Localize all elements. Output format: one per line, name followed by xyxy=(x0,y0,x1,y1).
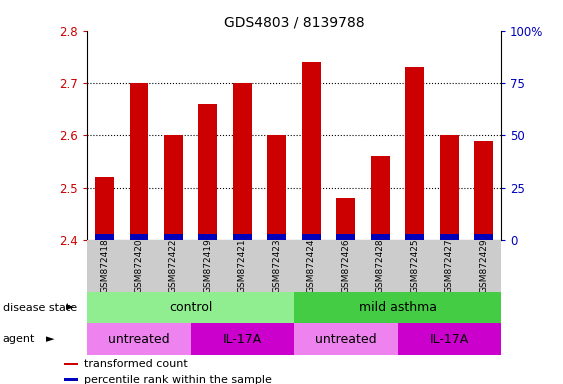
Text: GSM872421: GSM872421 xyxy=(238,238,247,293)
Text: GSM872427: GSM872427 xyxy=(445,238,454,293)
Bar xyxy=(467,240,501,292)
Bar xyxy=(199,234,217,240)
Text: GSM872419: GSM872419 xyxy=(203,238,212,293)
Bar xyxy=(87,292,294,323)
Text: GSM872422: GSM872422 xyxy=(169,239,178,293)
Bar xyxy=(337,234,355,240)
Bar xyxy=(432,240,467,292)
Bar xyxy=(371,156,390,240)
Bar xyxy=(475,141,493,240)
Text: ►: ► xyxy=(46,334,55,344)
Bar xyxy=(302,62,321,240)
Text: GSM872424: GSM872424 xyxy=(307,239,316,293)
Bar xyxy=(191,323,294,355)
Bar xyxy=(294,292,501,323)
Bar xyxy=(129,83,149,240)
Text: untreated: untreated xyxy=(108,333,170,346)
Bar xyxy=(475,234,493,240)
Bar xyxy=(440,234,459,240)
Text: transformed count: transformed count xyxy=(84,359,188,369)
Text: GSM872429: GSM872429 xyxy=(479,238,488,293)
Bar xyxy=(87,323,191,355)
Bar xyxy=(371,234,390,240)
Text: mild asthma: mild asthma xyxy=(359,301,437,314)
Bar xyxy=(233,83,252,240)
Bar xyxy=(363,240,397,292)
Text: agent: agent xyxy=(3,334,35,344)
Text: IL-17A: IL-17A xyxy=(223,333,262,346)
Bar xyxy=(233,234,252,240)
Text: untreated: untreated xyxy=(315,333,377,346)
Bar xyxy=(294,323,397,355)
Text: percentile rank within the sample: percentile rank within the sample xyxy=(84,375,272,384)
Bar xyxy=(267,234,287,240)
Bar xyxy=(329,240,363,292)
Bar xyxy=(64,378,78,381)
Bar xyxy=(260,240,294,292)
Bar xyxy=(267,135,287,240)
Text: disease state: disease state xyxy=(3,303,77,313)
Text: GSM872423: GSM872423 xyxy=(272,238,282,293)
Bar xyxy=(225,240,260,292)
Bar xyxy=(405,67,425,240)
Bar xyxy=(164,135,183,240)
Bar xyxy=(87,240,122,292)
Text: ►: ► xyxy=(66,303,75,313)
Text: IL-17A: IL-17A xyxy=(430,333,469,346)
Text: GSM872428: GSM872428 xyxy=(376,238,385,293)
Text: GSM872418: GSM872418 xyxy=(100,238,109,293)
Bar xyxy=(405,234,425,240)
Text: GSM872420: GSM872420 xyxy=(135,238,144,293)
Bar xyxy=(95,177,114,240)
Bar xyxy=(129,234,149,240)
Bar xyxy=(191,240,225,292)
Bar xyxy=(157,240,191,292)
Title: GDS4803 / 8139788: GDS4803 / 8139788 xyxy=(224,16,364,30)
Bar xyxy=(302,234,321,240)
Bar xyxy=(95,234,114,240)
Bar xyxy=(440,135,459,240)
Text: GSM872426: GSM872426 xyxy=(341,238,350,293)
Bar xyxy=(397,240,432,292)
Bar xyxy=(337,198,355,240)
Text: GSM872425: GSM872425 xyxy=(410,238,419,293)
Bar xyxy=(122,240,157,292)
Bar xyxy=(64,362,78,365)
Bar xyxy=(294,240,329,292)
Bar xyxy=(164,234,183,240)
Bar xyxy=(199,104,217,240)
Text: control: control xyxy=(169,301,212,314)
Bar xyxy=(397,323,501,355)
